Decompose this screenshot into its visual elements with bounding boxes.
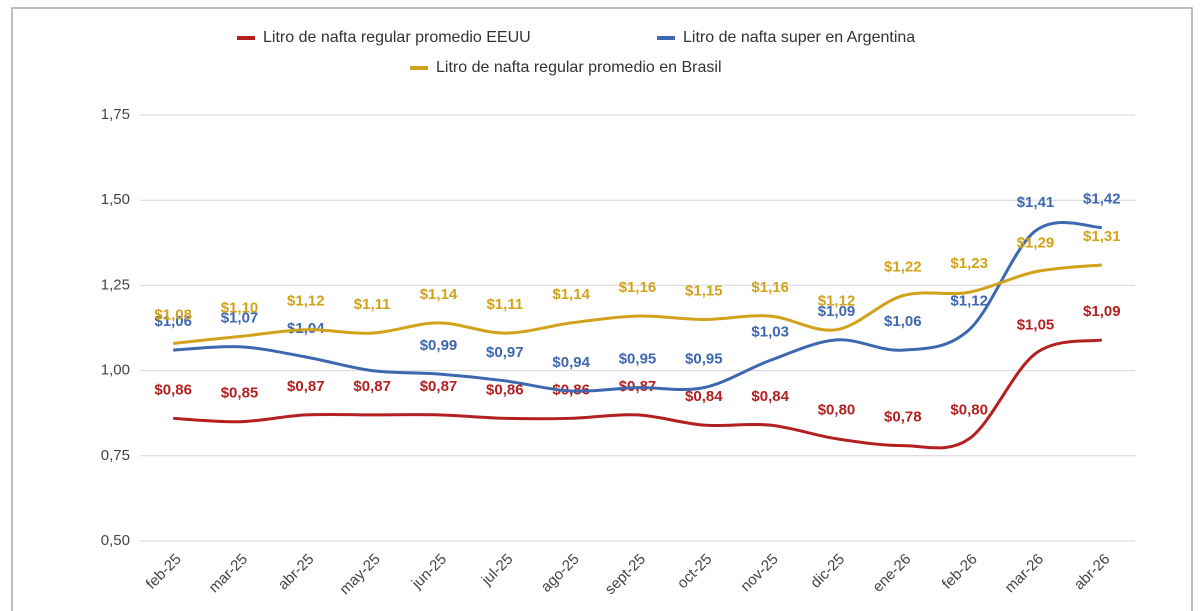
y-tick-label: 1,00 <box>101 362 130 379</box>
x-tick-label: dic-25 <box>807 551 848 592</box>
value-label: $0,84 <box>751 388 789 405</box>
value-label: $1,29 <box>1017 235 1055 252</box>
value-label: $1,15 <box>685 282 723 299</box>
value-label: $0,80 <box>950 402 988 419</box>
value-label: $1,12 <box>287 293 325 310</box>
value-label: $1,11 <box>354 296 391 313</box>
value-label: $0,95 <box>685 351 723 368</box>
legend-swatch <box>657 36 675 40</box>
series-line <box>173 338 1103 450</box>
y-tick-label: 1,25 <box>101 276 130 293</box>
value-label: $1,10 <box>221 299 259 316</box>
value-label: $1,08 <box>154 306 192 323</box>
value-label: $1,06 <box>154 313 192 330</box>
value-label: $1,09 <box>818 303 856 320</box>
series-line <box>173 263 1102 345</box>
value-label: $0,87 <box>353 378 391 395</box>
x-tick-label: oct-25 <box>674 551 716 593</box>
value-label: $0,87 <box>420 378 458 395</box>
value-label: $1,12 <box>818 293 856 310</box>
value-label: $0,95 <box>619 351 657 368</box>
legend-label: Litro de nafta regular promedio en Brasi… <box>436 59 722 76</box>
legend-label: Litro de nafta super en Argentina <box>683 29 915 46</box>
value-label: $0,86 <box>154 381 192 398</box>
value-label: $1,16 <box>619 279 657 296</box>
value-label: $0,78 <box>884 409 922 426</box>
value-label: $1,16 <box>751 279 789 296</box>
x-tick-label: mar-26 <box>1002 551 1048 597</box>
value-label: $0,84 <box>685 388 723 405</box>
value-label: $1,41 <box>1017 194 1055 211</box>
value-label: $1,23 <box>950 255 988 272</box>
x-tick-label: nov-25 <box>737 551 781 595</box>
value-label: $1,07 <box>221 310 259 327</box>
value-label: $1,05 <box>1017 317 1055 334</box>
x-tick-label: sept-25 <box>602 551 649 598</box>
x-tick-label: jun-25 <box>408 551 450 593</box>
value-label: $0,99 <box>420 337 458 354</box>
value-label: $1,42 <box>1083 190 1121 207</box>
y-tick-label: 1,50 <box>101 191 130 208</box>
value-label: $1,22 <box>884 259 922 276</box>
x-tick-label: jul-25 <box>478 551 517 590</box>
x-tick-label: abr-25 <box>275 551 318 594</box>
value-label: $1,11 <box>486 296 523 313</box>
value-label: $1,14 <box>552 286 590 303</box>
value-label: $1,14 <box>420 286 458 303</box>
x-tick-label: ene-26 <box>869 551 914 596</box>
y-tick-label: 1,75 <box>101 106 130 123</box>
x-tick-label: abr-26 <box>1071 551 1114 594</box>
x-tick-label: mar-25 <box>206 551 252 597</box>
value-label: $1,03 <box>751 323 789 340</box>
legend-swatch <box>237 36 255 40</box>
y-tick-label: 0,75 <box>101 447 130 464</box>
value-label: $0,85 <box>221 385 259 402</box>
series-line <box>173 221 1102 393</box>
frame <box>11 7 1193 611</box>
value-label: $1,09 <box>1083 303 1121 320</box>
x-tick-label: feb-25 <box>143 551 185 593</box>
legend-swatch <box>410 66 428 70</box>
y-tick-label: 0,50 <box>101 532 130 549</box>
value-label: $1,12 <box>950 293 988 310</box>
value-label: $1,31 <box>1083 228 1121 245</box>
value-label: $0,80 <box>818 402 856 419</box>
x-tick-label: may-25 <box>336 551 383 598</box>
x-tick-label: ago-25 <box>538 551 583 596</box>
value-label: $0,94 <box>552 354 590 371</box>
value-label: $0,87 <box>287 378 325 395</box>
value-label: $1,06 <box>884 313 922 330</box>
value-label: $0,86 <box>486 381 524 398</box>
legend-label: Litro de nafta regular promedio EEUU <box>263 29 531 46</box>
value-label: $0,97 <box>486 344 524 361</box>
x-tick-label: feb-26 <box>939 551 981 593</box>
